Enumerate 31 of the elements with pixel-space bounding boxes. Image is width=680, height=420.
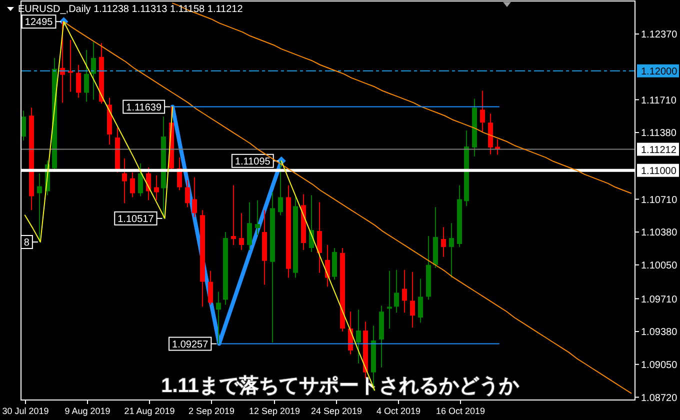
- y-tick-label: 1.10710: [641, 194, 678, 206]
- annotation: 12495: [24, 17, 54, 28]
- ref-line-label: 1.12000: [641, 66, 678, 78]
- y-tick-label: 1.11380: [641, 128, 677, 140]
- annotation: 1.09257: [172, 339, 209, 350]
- ref-label: 1.11212: [637, 142, 679, 156]
- y-tick-label: 1.09050: [641, 360, 678, 371]
- ref-line-label: 1.11000: [641, 166, 677, 177]
- x-tick-label: 21 Aug 2019: [124, 406, 175, 416]
- ref-label: 1.11000: [637, 164, 679, 177]
- x-tick-label: 9 Aug 2019: [64, 406, 110, 416]
- y-tick-label: 1.10050: [641, 260, 678, 272]
- annotation: 1.11095: [234, 156, 271, 168]
- caption: 1.11まで落ちてサポートされるかどうか: [161, 375, 519, 397]
- x-tick-label: 16 Oct 2019: [436, 406, 486, 416]
- y-tick-label: 1.09380: [641, 327, 678, 338]
- x-tick-label: 24 Sep 2019: [310, 406, 362, 416]
- annotation: 1.11639: [126, 102, 162, 114]
- ref-label: 1.12000: [637, 64, 679, 78]
- x-tick-label: 12 Sep 2019: [248, 406, 300, 416]
- annotation: 1.10517: [118, 214, 154, 226]
- y-tick-label: 1.12370: [641, 30, 678, 41]
- x-tick-label: 2 Sep 2019: [188, 406, 235, 416]
- y-tick-label: 1.08720: [641, 392, 678, 404]
- x-tick-label: 30 Jul 2019: [2, 406, 49, 416]
- x-tick-label: 4 Oct 2019: [376, 406, 421, 416]
- y-tick-label: 1.10380: [641, 228, 678, 239]
- y-tick-label: 1.09710: [641, 294, 678, 306]
- y-tick-label: 1.11710: [641, 95, 677, 106]
- annotation: 8: [24, 238, 30, 249]
- ref-line-label: 1.11212: [641, 144, 677, 156]
